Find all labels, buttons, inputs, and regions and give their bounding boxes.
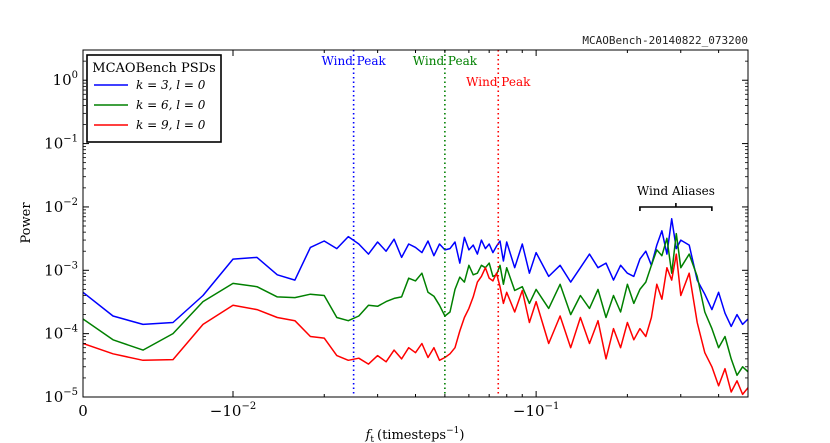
series-line-2 bbox=[83, 232, 748, 377]
legend-label-2: k = 6, l = 0 bbox=[136, 98, 206, 112]
legend-label-3: k = 9, l = 0 bbox=[136, 118, 206, 132]
legend: MCAOBench PSDs k = 3, l = 0 k = 6, l = 0 k… bbox=[86, 54, 222, 143]
x-tick-label-3: −10−1 bbox=[513, 401, 559, 420]
y-axis-label: Power bbox=[19, 202, 34, 244]
annotation-layer: Wind Peak Wind Peak Wind Peak Wind Aliases bbox=[322, 54, 715, 211]
y-tick-label-5: 10−1 bbox=[44, 134, 78, 153]
series-line-1 bbox=[83, 218, 748, 328]
figure-timestamp: MCAOBench-20140822_073200 bbox=[582, 34, 748, 47]
series-line-3 bbox=[83, 253, 748, 396]
wind-peak-label-2: Wind Peak bbox=[413, 54, 478, 68]
series-layer bbox=[83, 218, 748, 396]
wind-peak-label-3: Wind Peak bbox=[466, 75, 531, 89]
x-axis-label-close: ) bbox=[459, 428, 464, 443]
wind-peak-lines bbox=[352, 50, 500, 397]
y-tick-label-1: 10−5 bbox=[44, 387, 78, 406]
wind-peak-label-1: Wind Peak bbox=[322, 54, 387, 68]
legend-label-1: k = 3, l = 0 bbox=[136, 78, 206, 92]
wind-aliases-bracket bbox=[639, 203, 713, 211]
y-tick-label-4: 10−2 bbox=[44, 197, 78, 216]
x-axis-label-sub: t bbox=[370, 435, 374, 443]
x-axis-label: ft (timesteps−1) bbox=[365, 426, 465, 443]
legend-title: MCAOBench PSDs bbox=[92, 61, 215, 76]
y-tick-label-2: 10−4 bbox=[44, 324, 78, 343]
x-axis-label-unit: (timesteps bbox=[377, 428, 446, 443]
x-tick-label-2: −10−2 bbox=[210, 401, 256, 420]
wind-aliases-label: Wind Aliases bbox=[637, 184, 715, 198]
x-axis-label-main: f bbox=[365, 428, 373, 443]
x-axis-label-sup: −1 bbox=[446, 426, 459, 436]
legend-box bbox=[86, 54, 222, 143]
y-tick-label-6: 100 bbox=[53, 70, 78, 89]
plot-frame bbox=[82, 49, 749, 398]
x-tick-label-1: 0 bbox=[78, 402, 88, 420]
tick-layer: 0 −10−2 −10−1 10−5 10−4 10−3 10−2 10−1 100 bbox=[44, 49, 748, 420]
y-tick-label-3: 10−3 bbox=[44, 260, 78, 279]
